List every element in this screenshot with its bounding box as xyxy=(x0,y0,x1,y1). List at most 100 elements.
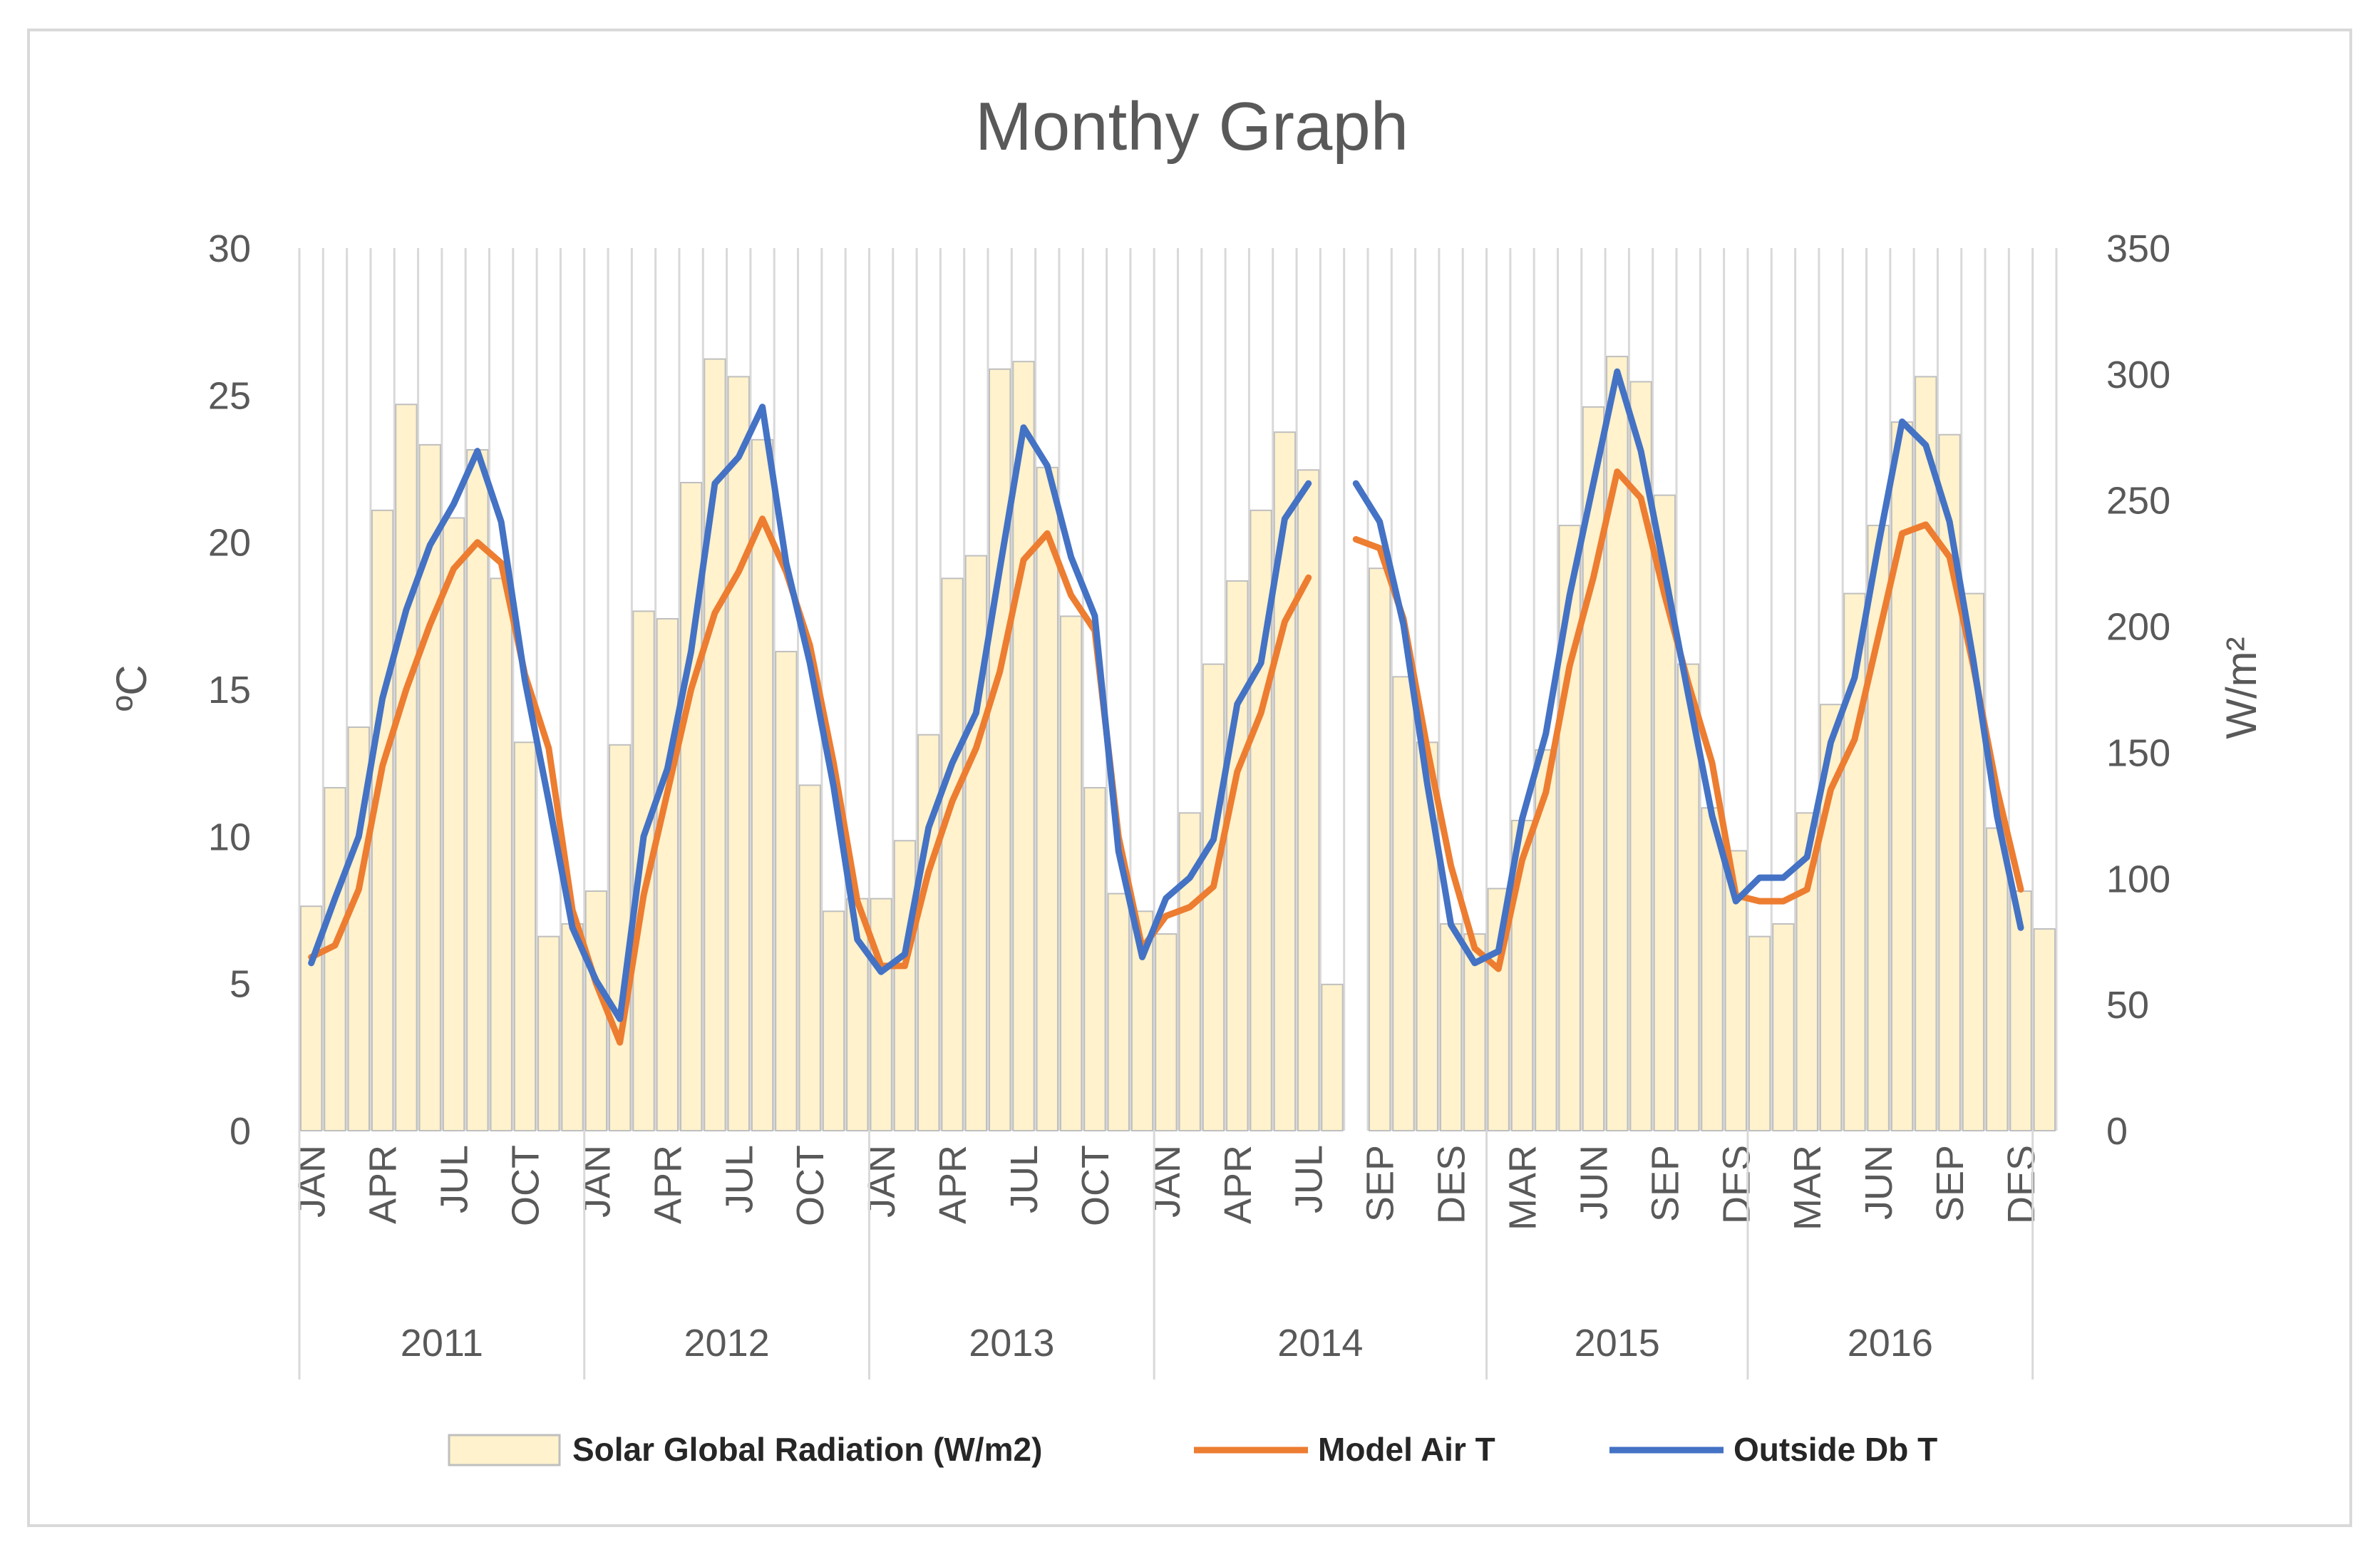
bar-solar-radiation xyxy=(822,910,845,1131)
x-tick-month: JAN xyxy=(575,1145,618,1218)
bar-solar-radiation xyxy=(1250,509,1272,1131)
bar-solar-radiation xyxy=(537,935,560,1131)
bar-solar-radiation xyxy=(870,898,892,1132)
bar-solar-radiation xyxy=(1535,749,1557,1132)
bar-solar-radiation xyxy=(941,577,964,1131)
bar-solar-radiation xyxy=(964,555,988,1131)
bar-solar-radiation xyxy=(1321,983,1344,1131)
chart-title: Monthy Graph xyxy=(975,88,1408,165)
y-tick-right: 150 xyxy=(2106,731,2170,774)
x-tick-month: OCT xyxy=(1074,1145,1117,1226)
series-lines xyxy=(308,368,2024,1046)
bar-solar-radiation xyxy=(1226,580,1249,1131)
x-tick-month: JUN xyxy=(1858,1145,1900,1220)
x-tick-month: APR xyxy=(646,1145,689,1224)
x-tick-year: 2016 xyxy=(1848,1322,1933,1365)
bars xyxy=(299,356,2056,1132)
y-tick-left: 15 xyxy=(208,669,251,711)
x-tick-year: 2011 xyxy=(401,1322,483,1365)
bar-solar-radiation xyxy=(1867,525,1890,1131)
y-tick-left: 25 xyxy=(208,374,251,417)
bar-solar-radiation xyxy=(1748,935,1771,1131)
bar-solar-radiation xyxy=(1107,893,1130,1131)
bar-solar-radiation xyxy=(1701,807,1724,1131)
x-tick-month: MAR xyxy=(1786,1145,1829,1230)
x-tick-month: OCT xyxy=(505,1145,547,1226)
line-outside-db-t xyxy=(308,404,1312,1022)
y-tick-left: 30 xyxy=(208,227,251,270)
bar-solar-radiation xyxy=(727,376,750,1131)
bar-solar-radiation xyxy=(2033,928,2056,1131)
y-axis-right-ticks: 0 50 100 150 200 250 300 350 xyxy=(2106,227,2170,1153)
bar-solar-radiation xyxy=(1392,676,1415,1131)
bar-solar-radiation xyxy=(1297,469,1320,1131)
bar-solar-radiation xyxy=(1155,933,1178,1132)
x-tick-month: DES xyxy=(1715,1145,1758,1224)
x-tick-month: MAR xyxy=(1502,1145,1545,1230)
x-tick-month: JUL xyxy=(718,1145,761,1213)
bar-solar-radiation xyxy=(1986,827,2009,1131)
bar-solar-radiation xyxy=(989,368,1011,1131)
y-tick-right: 300 xyxy=(2106,354,2170,396)
bar-solar-radiation xyxy=(1368,567,1391,1131)
y-axis-right-label: W/m² xyxy=(2217,637,2265,739)
x-tick-month: OCT xyxy=(789,1145,832,1226)
y-tick-right: 0 xyxy=(2106,1110,2128,1153)
bar-solar-radiation xyxy=(893,840,917,1131)
bar-solar-radiation xyxy=(513,741,537,1131)
x-tick-month: JUL xyxy=(433,1145,476,1213)
x-tick-month: SEP xyxy=(1929,1145,1972,1222)
x-tick-month: JUN xyxy=(1572,1145,1615,1220)
line-outside-db-t xyxy=(1352,368,2024,967)
bar-solar-radiation xyxy=(442,517,465,1131)
bar-solar-radiation xyxy=(1012,361,1035,1132)
x-axis: JAN APR JUL OCT JAN APR JUL OCT JAN APR JUL OCT JAN A… xyxy=(291,1131,2043,1379)
x-tick-month: JAN xyxy=(1145,1145,1188,1218)
bar-solar-radiation xyxy=(775,650,798,1131)
x-tick-year: 2014 xyxy=(1277,1322,1363,1365)
bar-solar-radiation xyxy=(1772,923,1795,1132)
legend: Solar Global Radiation (W/m2) Model Air … xyxy=(448,1431,1937,1468)
bar-solar-radiation xyxy=(1036,466,1058,1131)
x-tick-month: APR xyxy=(362,1145,405,1224)
legend-swatch-solar xyxy=(448,1434,561,1466)
legend-label-solar: Solar Global Radiation (W/m2) xyxy=(572,1431,1042,1468)
bar-solar-radiation xyxy=(1463,933,1486,1132)
gridlines xyxy=(298,248,2058,1131)
x-tick-month: JUL xyxy=(1003,1145,1046,1213)
legend-label-model-air: Model Air T xyxy=(1318,1431,1495,1468)
x-tick-month: SEP xyxy=(1359,1145,1402,1222)
bar-solar-radiation xyxy=(561,923,584,1132)
bar-solar-radiation xyxy=(609,744,632,1131)
bar-solar-radiation xyxy=(395,404,418,1131)
bar-solar-radiation xyxy=(1202,663,1225,1131)
x-tick-month: DES xyxy=(1431,1145,1473,1224)
x-tick-month: DES xyxy=(2000,1145,2043,1224)
y-axis-left-label: ºC xyxy=(108,664,155,711)
x-tick-year: 2015 xyxy=(1575,1322,1660,1365)
x-tick-month: JAN xyxy=(860,1145,903,1218)
bar-solar-radiation xyxy=(656,617,679,1131)
y-tick-left: 20 xyxy=(208,522,251,565)
bar-solar-radiation xyxy=(490,577,512,1131)
x-tick-month: APR xyxy=(1217,1145,1259,1224)
y-tick-left: 0 xyxy=(230,1110,251,1153)
bar-solar-radiation xyxy=(917,734,940,1131)
bar-solar-radiation xyxy=(1962,592,1985,1131)
bar-solar-radiation xyxy=(324,786,346,1132)
x-tick-month: APR xyxy=(932,1145,974,1224)
x-tick-month: SEP xyxy=(1644,1145,1686,1222)
x-tick-month: JUL xyxy=(1288,1145,1331,1213)
y-tick-right: 250 xyxy=(2106,480,2170,523)
bar-solar-radiation xyxy=(1083,786,1106,1132)
bar-solar-radiation xyxy=(798,784,821,1131)
bar-solar-radiation xyxy=(584,890,608,1131)
y-tick-right: 100 xyxy=(2106,858,2170,900)
bar-solar-radiation xyxy=(1915,376,1937,1131)
y-tick-left: 10 xyxy=(208,816,251,858)
y-tick-right: 50 xyxy=(2106,984,2149,1027)
bar-solar-radiation xyxy=(1843,592,1866,1131)
legend-label-outside-db: Outside Db T xyxy=(1734,1431,1937,1468)
x-tick-year: 2012 xyxy=(684,1322,770,1365)
